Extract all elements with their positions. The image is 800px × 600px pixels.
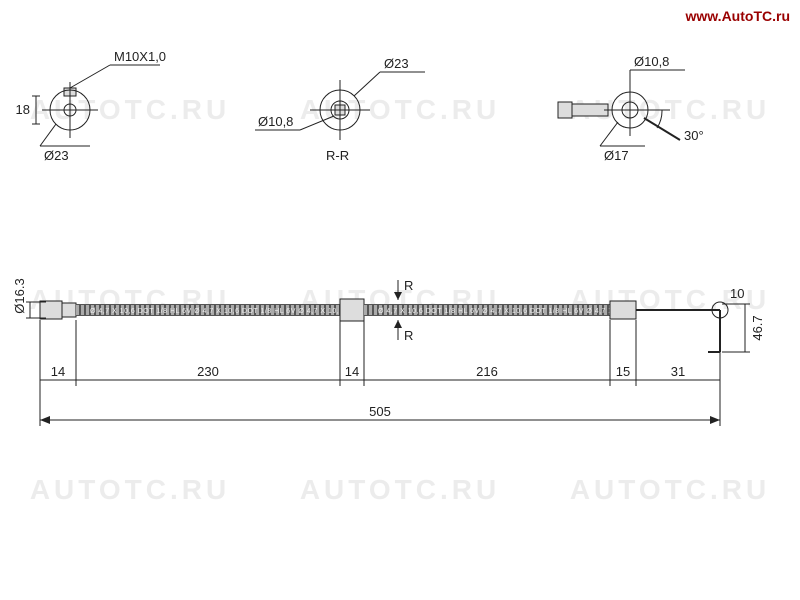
dim-od: Ø16.3 xyxy=(12,278,27,313)
svg-text:R: R xyxy=(404,278,413,293)
detail-section-rr: Ø23 Ø10,8 R-R xyxy=(255,56,425,163)
dim-15: 15 xyxy=(616,364,630,379)
detail-banjo: Ø10,8 Ø17 30° xyxy=(558,54,704,163)
dim-14b: 14 xyxy=(345,364,359,379)
dim-angle: 30° xyxy=(684,128,704,143)
dim-outer23: Ø23 xyxy=(384,56,409,71)
dim-216: 216 xyxy=(476,364,498,379)
dim-total: 505 xyxy=(369,404,391,419)
dim-eye17: Ø17 xyxy=(604,148,629,163)
dim-inner108: Ø10,8 xyxy=(258,114,293,129)
dim-31: 31 xyxy=(671,364,685,379)
detail-left-end: 18 M10X1,0 Ø23 xyxy=(16,49,167,163)
section-label: R-R xyxy=(326,148,349,163)
dim-dia23: Ø23 xyxy=(44,148,69,163)
dim-height-18: 18 xyxy=(16,102,30,117)
hose-marking-2: Ø 4,7 X 10,6 DOT 1/8 HL 6V Ø 4,7 X 10,6 … xyxy=(378,308,632,315)
dim-thread: M10X1,0 xyxy=(114,49,166,64)
dim-230: 230 xyxy=(197,364,219,379)
dim-14a: 14 xyxy=(51,364,65,379)
drawing-canvas: 18 M10X1,0 Ø23 Ø23 Ø10,8 R-R xyxy=(0,0,800,600)
dim-bolt: Ø10,8 xyxy=(634,54,669,69)
dim-tail-h: 10 xyxy=(730,286,744,301)
dim-tail-v: 46.7 xyxy=(750,315,765,340)
svg-text:R: R xyxy=(404,328,413,343)
main-assembly: Ø 4,7 X 10,6 DOT 1/8 HL 6V Ø 4,7 X 10,6 … xyxy=(12,278,765,426)
hose-marking-1: Ø 4,7 X 10,6 DOT 1/8 HL 6V Ø 4,7 X 10,6 … xyxy=(90,308,344,315)
